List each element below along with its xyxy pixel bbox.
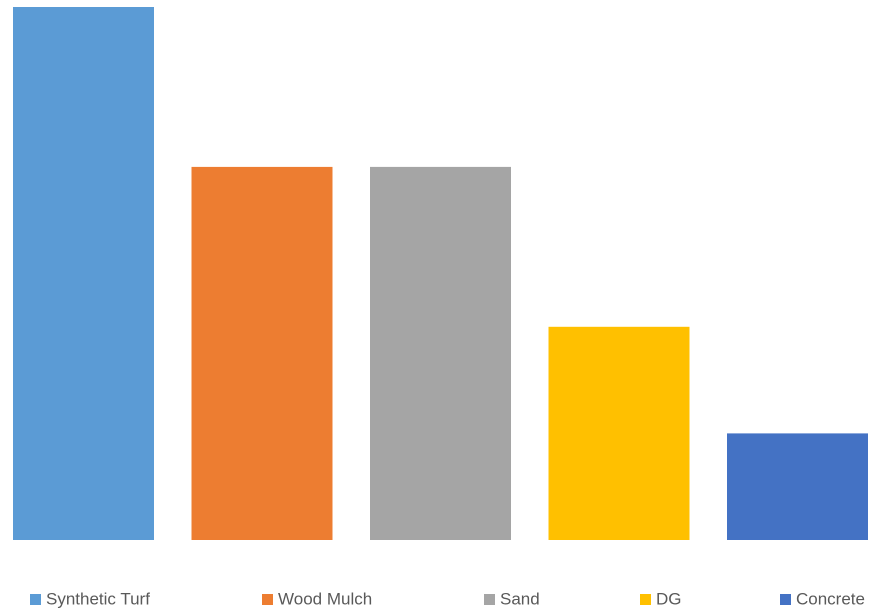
legend-label: Wood Mulch — [278, 589, 372, 608]
bar-dg — [548, 326, 690, 540]
legend-swatch — [484, 594, 495, 605]
plot-area — [13, 7, 868, 540]
legend: Synthetic Turf Wood Mulch Sand DG Concrete — [30, 589, 865, 608]
bar-sand — [370, 166, 511, 540]
legend-swatch — [780, 594, 791, 605]
legend-label: Concrete — [796, 589, 865, 608]
bar-synthetic-turf — [13, 7, 154, 540]
legend-swatch — [640, 594, 651, 605]
legend-item-concrete: Concrete — [780, 589, 865, 608]
legend-swatch — [30, 594, 41, 605]
legend-item-dg: DG — [640, 589, 682, 608]
legend-label: DG — [656, 589, 682, 608]
legend-label: Synthetic Turf — [46, 589, 150, 608]
bar-concrete — [727, 433, 868, 540]
legend-item-sand: Sand — [484, 589, 540, 608]
bar-wood-mulch — [191, 166, 333, 540]
legend-swatch — [262, 594, 273, 605]
legend-item-synthetic-turf: Synthetic Turf — [30, 589, 150, 608]
legend-item-wood-mulch: Wood Mulch — [262, 589, 372, 608]
legend-label: Sand — [500, 589, 540, 608]
